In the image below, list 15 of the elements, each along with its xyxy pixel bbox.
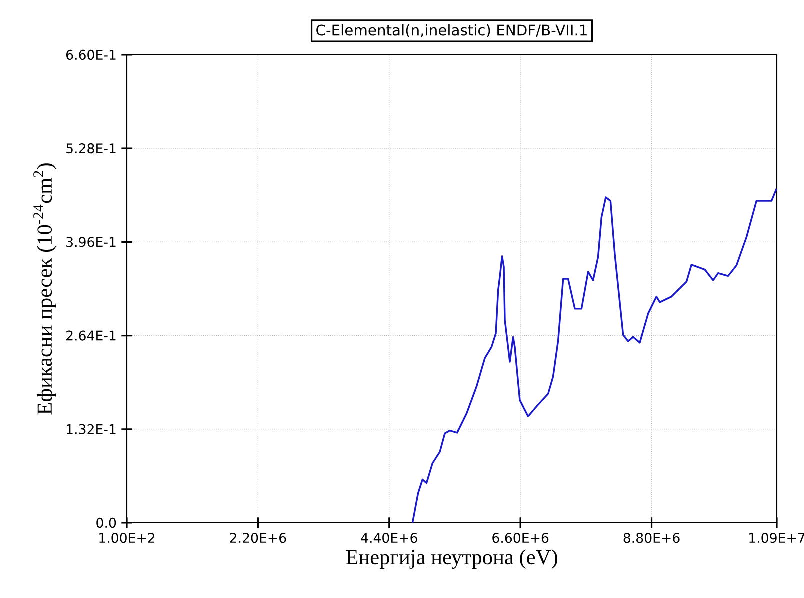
y-tick-label: 6.60E-1 (66, 50, 116, 60)
x-tick-label: 1.00E+2 (100, 533, 155, 544)
line-series (412, 188, 777, 523)
y-tick-label: 2.64E-1 (66, 330, 116, 341)
y-tick-label: 1.32E-1 (67, 424, 116, 434)
x-tick-label: 2.20E+6 (230, 533, 286, 544)
y-tick-label: 0.0 (96, 518, 116, 528)
x-tick-label: 6.60E+6 (492, 533, 549, 544)
x-axis-title: Енергија неутрона (eV) (346, 550, 558, 570)
y-axis-title: Ефикасни пресек (10$^{-24}$cm$^{2}$) (34, 164, 56, 415)
y-tick-label: 5.28E-1 (66, 144, 116, 154)
chart-title: C-Elemental(n,inelastic) ENDF/B-VII.1 (316, 24, 587, 38)
x-tick-label: 4.40E+6 (361, 533, 418, 544)
x-tick-label: 8.80E+6 (624, 533, 680, 544)
y-tick-label: 3.96E-1 (66, 237, 116, 248)
